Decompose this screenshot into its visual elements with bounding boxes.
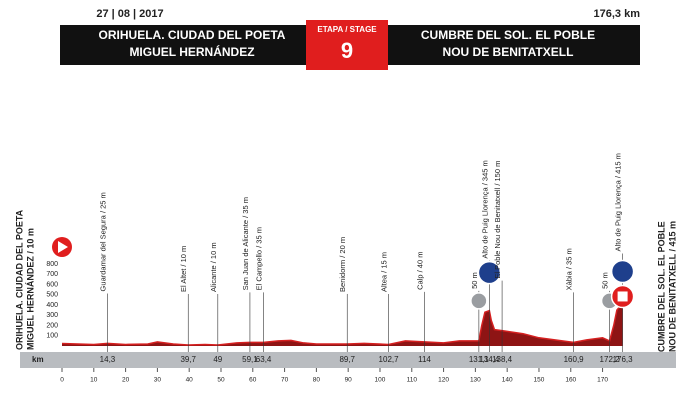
waypoint-km: 59,1 [242, 355, 258, 364]
x-tick-label: 60 [249, 377, 257, 384]
x-tick-label: 130 [470, 377, 481, 384]
x-tick-label: 0 [60, 377, 64, 384]
start-name: MIGUEL HERNÁNDEZ [129, 44, 254, 59]
waypoint-name: 50 m [470, 272, 479, 289]
waypoint-name: El Altet / 10 m [179, 246, 188, 292]
x-tick-label: 110 [407, 377, 418, 384]
start-side: MIGUEL HERNÁNDEZ / 10 m [25, 228, 35, 350]
km-bar [20, 352, 676, 368]
waypoint-km: 39,7 [180, 355, 196, 364]
stage-label: ETAPA / STAGE [317, 25, 377, 34]
x-tick-label: 50 [217, 377, 225, 384]
waypoint-km: 63,4 [256, 355, 272, 364]
waypoint-name: Xàbia / 35 m [565, 248, 574, 290]
waypoint-km: 49 [213, 355, 222, 364]
start-name: ORIHUELA. CIUDAD DEL POETA [99, 28, 286, 42]
stage-box [306, 20, 388, 70]
x-tick-label: 80 [313, 377, 321, 384]
waypoint-km: 134,4 [479, 355, 500, 364]
y-tick-label: 300 [46, 312, 58, 319]
elevation-area [62, 303, 623, 346]
km-label: km [32, 355, 44, 364]
elevation-line [61, 302, 624, 346]
x-tick-label: 70 [281, 377, 289, 384]
waypoint-name: El Poble Nou de Benitatxell / 150 m [493, 161, 502, 279]
start-side: ORIHUELA. CIUDAD DEL POETA [14, 209, 24, 350]
waypoint-km: 176,3 [613, 355, 634, 364]
waypoint-km: 131,1 [469, 355, 490, 364]
climb-icon [477, 260, 502, 285]
y-tick-label: 400 [46, 302, 58, 309]
date: 27 | 08 | 2017 [96, 8, 163, 20]
x-tick-label: 30 [154, 377, 162, 384]
x-tick-label: 170 [597, 377, 608, 384]
waypoint-name: Benidorm / 20 m [338, 237, 347, 292]
waypoint-km: 138,4 [492, 355, 513, 364]
x-tick-label: 40 [186, 377, 194, 384]
x-tick-label: 120 [438, 377, 449, 384]
waypoint-name: 50 m [601, 272, 610, 289]
x-tick-label: 160 [565, 377, 576, 384]
y-tick-label: 600 [46, 281, 58, 288]
y-tick-label: 700 [46, 271, 58, 278]
x-tick-label: 90 [345, 377, 353, 384]
x-tick-label: 140 [502, 377, 513, 384]
waypoint-name: San Juan de Alicante / 35 m [241, 197, 250, 290]
finish-name: NOU DE BENITATXELL [443, 45, 574, 59]
waypoint-name: Alicante / 10 m [209, 242, 218, 292]
start-icon [58, 241, 68, 253]
waypoint-name: Guardamar del Segura / 25 m [98, 192, 107, 291]
waypoint-km: 160,9 [564, 355, 585, 364]
waypoint-km: 14,3 [100, 355, 116, 364]
finish-icon [617, 291, 628, 302]
x-tick-label: 100 [375, 377, 386, 384]
x-tick-label: 10 [90, 377, 98, 384]
waypoint-km: 172,2 [600, 355, 621, 364]
distance: 176,3 km [594, 8, 641, 20]
finish-name: CUMBRE DEL SOL. EL POBLE [421, 28, 595, 42]
waypoint-name: Alto de Puig Llorença / 345 m [480, 160, 489, 258]
y-tick-label: 100 [46, 333, 58, 340]
y-tick-label: 200 [46, 322, 58, 329]
y-tick-label: 800 [46, 261, 58, 268]
waypoint-name: Altea / 15 m [380, 252, 389, 292]
waypoint-name: El Campello / 35 m [255, 227, 264, 290]
waypoint-km: 114 [418, 355, 431, 364]
waypoint-km: 102,7 [379, 355, 400, 364]
stage-number: 9 [341, 38, 353, 63]
waypoint-km: 89,7 [339, 355, 355, 364]
waypoint-name: Alto de Puig Llorença / 415 m [614, 153, 623, 251]
finish-side: CUMBRE DEL SOL. EL POBLE [656, 221, 666, 352]
y-tick-label: 500 [46, 292, 58, 299]
finish-side: NOU DE BENITATXELL / 415 m [667, 221, 677, 352]
x-tick-label: 20 [122, 377, 130, 384]
climb-icon [610, 259, 635, 284]
sprint-icon [470, 292, 488, 310]
waypoint-name: Calp / 40 m [415, 252, 424, 290]
x-tick-label: 150 [534, 377, 545, 384]
